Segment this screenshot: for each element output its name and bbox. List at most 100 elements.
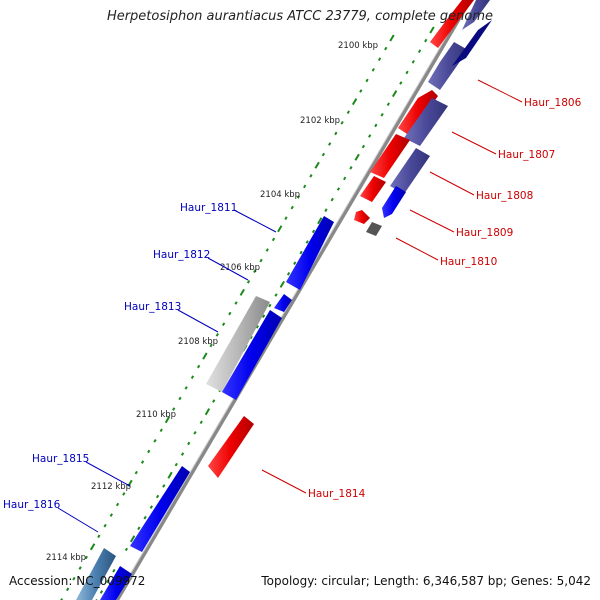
gene-haur-1809b-arrow[interactable] [382,186,406,218]
gene-haur-1810b-arrow[interactable] [366,222,382,236]
minor-tick [330,197,334,202]
minor-tick [187,441,191,446]
minor-tick [174,462,178,467]
minor-tick [109,513,113,517]
major-tick [167,471,173,479]
major-tick [317,217,323,225]
minor-tick [361,144,366,149]
gene-label-haur-1812[interactable]: Haur_1812 [153,249,210,261]
minor-tick [155,494,160,499]
gene-label-haur-1814[interactable]: Haur_1814 [308,488,366,500]
minor-tick [140,460,145,464]
minor-tick [122,492,126,496]
minor-tick [399,81,403,85]
minor-tick [255,325,259,329]
minor-tick [246,280,251,284]
gene-haur-1806-arrow[interactable] [430,0,474,48]
gene-label-haur-1816[interactable]: Haur_1816 [3,499,61,511]
gene-haur-1807b-arrow[interactable] [404,98,448,146]
gene-haur-1812-arrow[interactable] [274,294,292,312]
gene-haur-1808-arrow[interactable] [370,134,410,178]
minor-tick [66,587,70,592]
minor-tick [103,523,107,528]
map-title: Herpetosiphon aurantiacus ATCC 23779, co… [106,9,494,24]
major-tick [89,543,96,551]
major-tick [279,280,285,288]
minor-tick [274,293,278,297]
scale-label: 2114 kbp [46,553,86,563]
minor-tick [321,152,326,157]
gene-label-haur-1811[interactable]: Haur_1811 [180,202,237,214]
gene-haur-1811-arrow[interactable] [286,216,334,290]
gene-muted-top2[interactable] [452,20,492,66]
minor-tick [99,590,104,594]
minor-tick [374,123,378,128]
gene-haur-1808b-arrow[interactable] [390,148,430,194]
major-tick [277,225,283,233]
minor-tick [268,303,272,308]
scale-labels: 2100 kbp 2102 kbp 2104 kbp 2106 kbp 2108… [46,41,378,563]
gene-label-haur-1806[interactable]: Haur_1806 [524,97,582,109]
gene-haur-1807-arrow[interactable] [398,90,438,136]
gene-label-haur-1815[interactable]: Haur_1815 [32,453,89,465]
minor-tick [153,439,157,443]
minor-tick [424,38,428,43]
scale-label: 2106 kbp [220,263,260,273]
minor-tick [97,534,101,539]
minor-tick [184,386,188,390]
accession-label: Accession: NC_009972 [9,574,146,588]
gene-haur-1814-arrow[interactable] [208,416,254,478]
minor-tick [199,420,203,425]
minor-tick [221,322,226,327]
minor-tick [359,89,363,93]
minor-tick [340,120,344,125]
major-tick [129,535,136,543]
minor-tick [411,60,415,64]
minor-tick [296,195,301,199]
major-tick [391,90,398,98]
minor-tick [147,449,151,454]
gene-haur-1816-arrow[interactable] [76,548,116,600]
minor-tick [137,526,141,531]
gene-haur-1810-arrow[interactable] [354,210,370,224]
minor-tick [343,176,347,181]
gene-1815b-arrow[interactable] [117,549,137,569]
minor-tick [143,515,147,520]
minor-tick [261,314,266,319]
gene-muted-top[interactable] [462,0,490,30]
minor-tick [190,375,195,379]
minor-tick [234,301,238,305]
forward-strand-genes [76,216,334,600]
gene-label-haur-1808[interactable]: Haur_1808 [476,190,533,202]
gene-label-haur-1807[interactable]: Haur_1807 [498,149,555,161]
minor-tick [134,470,138,475]
minor-tick [78,566,82,570]
minor-tick [215,333,219,337]
gene-label-haur-1810[interactable]: Haur_1810 [440,256,497,268]
gene-haur-1809-arrow[interactable] [360,176,386,202]
minor-tick [305,240,309,244]
minor-tick [371,68,375,72]
minor-tick [384,46,388,51]
minor-tick [286,272,291,276]
gene-haur-1815-arrow[interactable] [130,466,190,552]
minor-tick [265,248,269,252]
minor-tick [349,166,353,170]
minor-tick [228,311,232,316]
scale-label: 2100 kbp [338,41,378,51]
gene-label-haur-1813[interactable]: Haur_1813 [124,301,181,313]
minor-tick [180,452,185,456]
gene-haur-1816b-arrow[interactable] [100,566,132,600]
gene-label-haur-1809[interactable]: Haur_1809 [456,227,513,239]
gene-haur-1813-arrow[interactable] [222,310,282,400]
gene-haur-1806b-arrow[interactable] [428,42,468,90]
major-tick [354,153,360,161]
minor-tick [311,229,316,234]
major-tick [164,416,171,424]
major-tick [429,26,435,34]
scale-ticks [60,26,435,600]
gene-haur-1813-gray[interactable] [206,296,270,392]
minor-tick [290,205,294,210]
scale-label: 2102 kbp [300,116,340,126]
